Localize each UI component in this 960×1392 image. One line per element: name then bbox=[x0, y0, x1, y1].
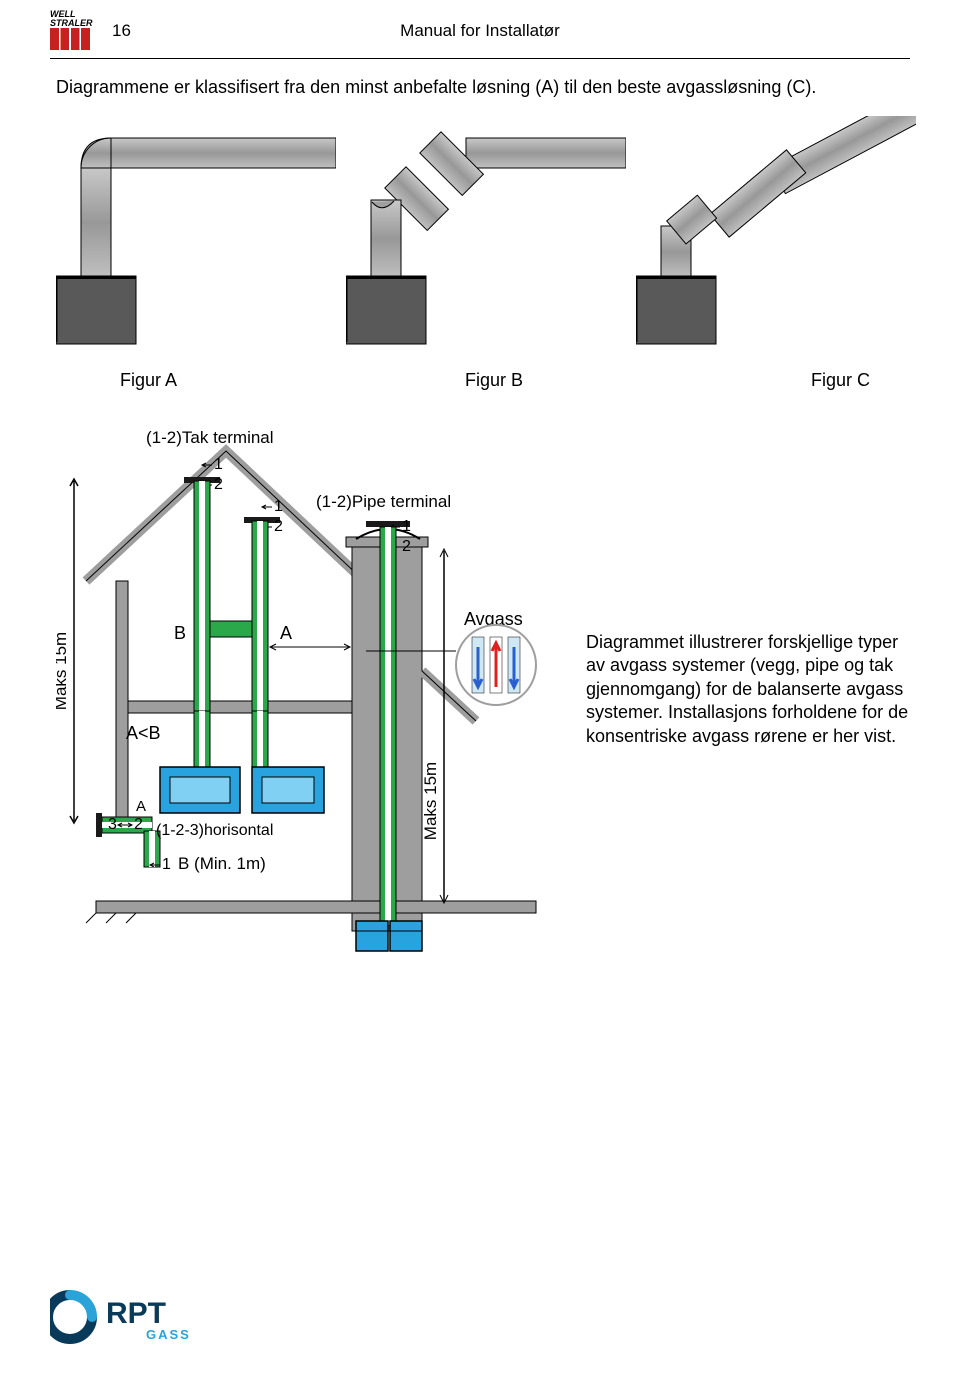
svg-text:RPT: RPT bbox=[106, 1297, 166, 1330]
figure-c-label: Figur C bbox=[811, 370, 870, 391]
pipe-terminal-label: (1-2)Pipe terminal bbox=[316, 492, 451, 511]
figure-b-label: Figur B bbox=[465, 370, 523, 391]
svg-text:1: 1 bbox=[274, 498, 283, 515]
figure-c bbox=[636, 116, 916, 356]
svg-text:2: 2 bbox=[214, 476, 223, 493]
svg-text:1: 1 bbox=[162, 856, 171, 873]
svg-text:2: 2 bbox=[274, 518, 283, 535]
svg-text:GASS: GASS bbox=[146, 1327, 191, 1342]
logo-text: WELLSTRALER bbox=[50, 10, 93, 28]
svg-text:1: 1 bbox=[214, 456, 223, 473]
a-lt-b-label: A<B bbox=[126, 723, 161, 743]
header-divider bbox=[50, 58, 910, 59]
svg-text:B: B bbox=[174, 623, 186, 643]
figure-row bbox=[50, 116, 910, 356]
figure-a bbox=[56, 116, 336, 356]
brand-logo: WELLSTRALER bbox=[50, 10, 92, 52]
maks15m-left: Maks 15m bbox=[56, 632, 70, 710]
intro-paragraph: Diagrammene er klassifisert fra den mins… bbox=[50, 77, 910, 98]
b-min-label: B (Min. 1m) bbox=[178, 854, 266, 873]
page-number: 16 bbox=[112, 21, 131, 41]
svg-text:A: A bbox=[280, 623, 292, 643]
svg-text:2: 2 bbox=[402, 538, 411, 555]
maks15m-right: Maks 15m bbox=[421, 762, 440, 840]
svg-text:3: 3 bbox=[108, 816, 117, 833]
svg-text:A: A bbox=[136, 798, 146, 815]
svg-text:1: 1 bbox=[402, 518, 411, 535]
page-title: Manual for Installatør bbox=[400, 21, 560, 41]
diagram-description: Diagrammet illustrerer forskjellige type… bbox=[576, 421, 910, 748]
horisontal-label: (1-2-3)horisontal bbox=[156, 822, 273, 839]
installation-diagram: Maks 15m (1-2)Tak terminal (1-2)Pipe ter… bbox=[56, 421, 576, 971]
svg-text:2: 2 bbox=[134, 816, 143, 833]
page-header: WELLSTRALER 16 Manual for Installatør bbox=[50, 0, 910, 58]
tak-terminal-label: (1-2)Tak terminal bbox=[146, 428, 274, 447]
figure-b bbox=[346, 116, 626, 356]
figure-a-label: Figur A bbox=[120, 370, 177, 391]
footer-logo: RPT GASS bbox=[50, 1287, 230, 1352]
figure-labels: Figur A Figur B Figur C bbox=[50, 356, 910, 391]
flame-icon bbox=[50, 28, 90, 50]
